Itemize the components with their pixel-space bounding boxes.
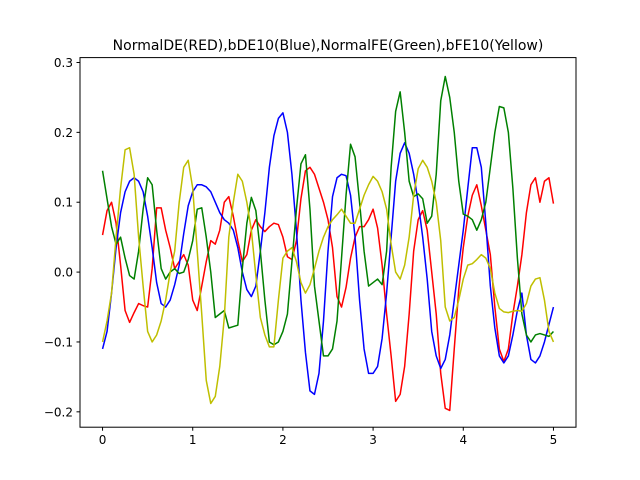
y-tick-label: −0.1 (44, 335, 73, 349)
series-layer (101, 75, 555, 412)
tick-layer: 0 1 2 3 4 5 −0.2 −0.1 0.0 0.1 0.2 0.3 (44, 56, 557, 447)
y-tick-label: 0.3 (54, 56, 73, 70)
x-tick-label: 0 (99, 433, 107, 447)
x-tick-label: 4 (459, 433, 467, 447)
x-tick-label: 5 (550, 433, 558, 447)
y-tick-label: 0.1 (54, 196, 73, 210)
chart-title: NormalDE(RED),bDE10(Blue),NormalFE(Green… (113, 38, 544, 54)
y-tick-label: −0.2 (44, 405, 73, 419)
series-line-0 (101, 166, 555, 412)
x-tick-label: 2 (279, 433, 287, 447)
series-line-2 (101, 75, 555, 357)
plot-frame (79, 57, 577, 428)
y-tick-label: 0.2 (54, 126, 73, 140)
series-line-3 (101, 146, 555, 405)
x-tick-label: 3 (369, 433, 377, 447)
y-tick-label: 0.0 (54, 266, 73, 280)
x-tick-label: 1 (189, 433, 197, 447)
